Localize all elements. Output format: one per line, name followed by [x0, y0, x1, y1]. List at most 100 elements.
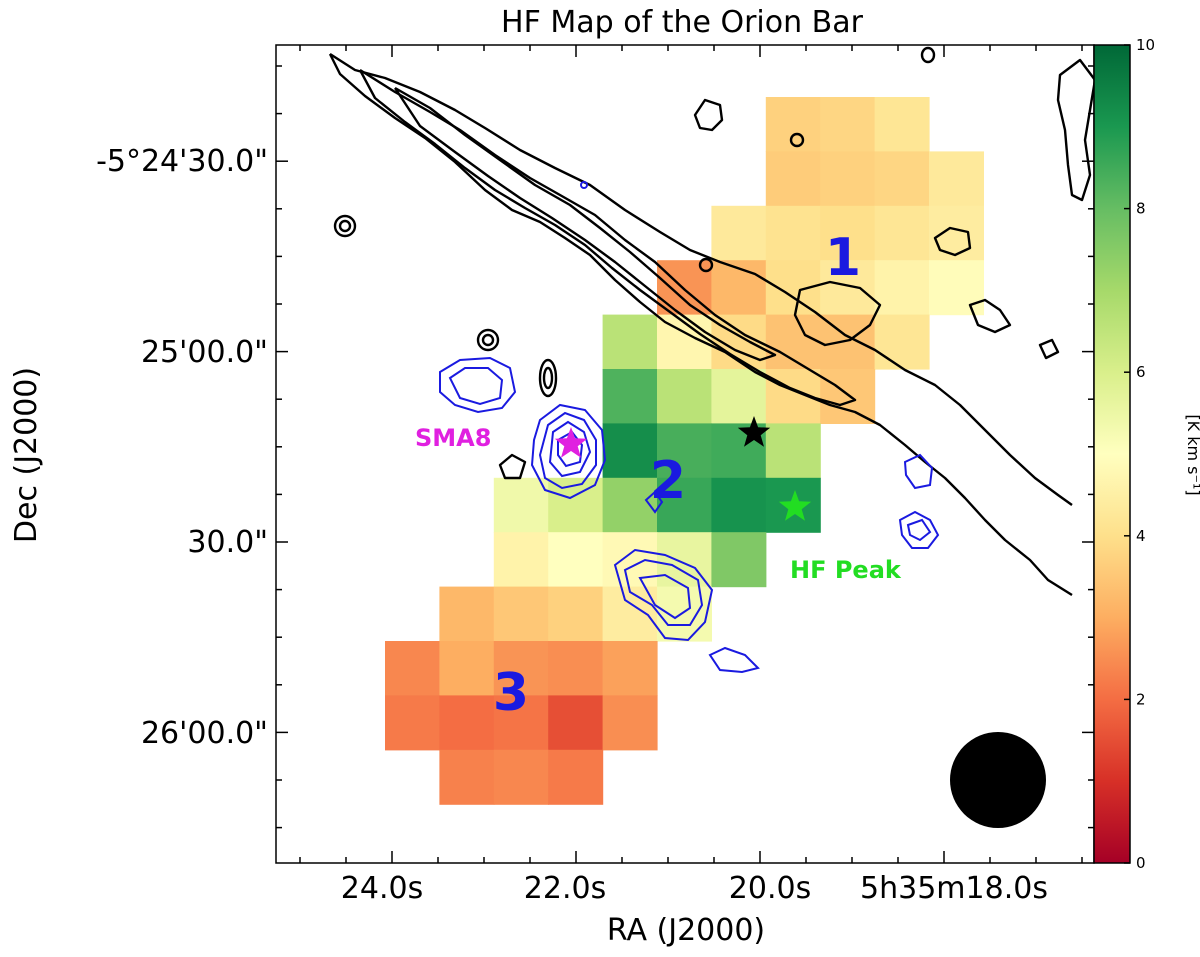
heatmap-cell: [439, 749, 495, 805]
black-contours: [328, 46, 1097, 597]
heatmap-cell: [657, 369, 712, 424]
heatmap-cell: [820, 97, 876, 152]
contour-bar-inner-1: [358, 68, 857, 407]
contour-blue-tiny: [580, 181, 664, 514]
contour-east-blob: [933, 226, 972, 257]
heatmap-cell: [439, 641, 495, 696]
x-tick-label: 22.0s: [524, 871, 606, 906]
heatmap-cell: [929, 260, 984, 316]
heatmap-cell: [820, 151, 876, 207]
colorbar-tick-label: 6: [1136, 363, 1146, 381]
chart-title: HF Map of the Orion Bar: [501, 5, 864, 40]
heatmap-cell: [602, 695, 658, 751]
contour-blue-west: [439, 356, 517, 414]
heatmap-cell: [548, 749, 604, 805]
contour-blue-east: [903, 453, 934, 490]
contour-blob-west: [498, 453, 527, 480]
colorbar: [1093, 44, 1131, 864]
heatmap-cell: [493, 695, 549, 751]
heatmap-cells: [385, 97, 984, 805]
heatmap-cell: [874, 205, 930, 261]
heatmap-cell: [602, 314, 658, 370]
heatmap-cell: [874, 151, 930, 207]
heatmap-cell: [874, 314, 930, 370]
heatmap-cell: [548, 532, 604, 588]
y-tick-label: 26'00.0": [141, 716, 268, 751]
heatmap-cell: [765, 423, 821, 479]
star-marker: [778, 490, 812, 521]
heatmap-cell: [929, 151, 984, 207]
y-tick-label: -5°24'30.0": [96, 144, 268, 179]
contour-blue-small-s: [708, 646, 760, 674]
contour-ne-small: [920, 46, 936, 64]
colorbar-tick-label: 4: [1136, 527, 1146, 545]
colorbar-label: [K km s⁻¹]: [1184, 414, 1200, 495]
heatmap-cell: [711, 477, 767, 533]
heatmap-cell: [820, 260, 876, 316]
heatmap-cell: [765, 97, 821, 152]
y-axis-label: Dec (J2000): [9, 367, 44, 543]
heatmap-cell: [493, 641, 549, 696]
contour-ring-mid: [476, 328, 500, 352]
contour-bar-inner-2: [393, 86, 777, 362]
colorbar-ticks: 0 2 4 6 8 10: [1124, 36, 1155, 872]
blue-contours: [439, 181, 940, 674]
colorbar-tick-label: 10: [1136, 36, 1155, 54]
heatmap-cell: [548, 641, 604, 696]
region-label-3: 3: [493, 663, 529, 723]
heatmap-cell: [602, 423, 658, 479]
contour-east-loop: [968, 298, 1012, 334]
heatmap-cell: [493, 532, 549, 588]
x-tick-label: 5h35m18.0s: [860, 871, 1048, 906]
region-label-2: 2: [650, 451, 686, 511]
contour-blue-east2: [898, 510, 940, 549]
heatmap-cell: [820, 205, 876, 261]
heatmap-cell: [874, 97, 930, 152]
heatmap-cell: [385, 695, 440, 751]
x-tick-labels: 24.0s 22.0s 20.0s 5h35m18.0s: [341, 871, 1048, 906]
contour-blue-sma8: [530, 403, 607, 500]
heatmap-cell: [711, 205, 767, 261]
heatmap-cell: [657, 586, 712, 642]
heatmap-cell: [602, 369, 658, 424]
contour-bar-outer-1: [329, 52, 1073, 506]
contour-oval-mid: [538, 358, 558, 398]
heatmap-cell: [493, 586, 549, 642]
colorbar-tick-label: 8: [1136, 200, 1146, 218]
heatmap-cell: [711, 369, 767, 424]
beam-ellipse: [950, 732, 1046, 828]
heatmap-cell: [765, 205, 821, 261]
star-marker: [554, 427, 588, 458]
sma8-label: SMA8: [415, 424, 491, 452]
heatmap-cell: [874, 260, 930, 316]
heatmap-cell: [657, 477, 712, 533]
contour-ring-bar: [698, 132, 805, 273]
colorbar-tick-label: 2: [1136, 690, 1146, 708]
contour-north-blob: [693, 98, 724, 132]
heatmap-cell: [602, 477, 658, 533]
contour-east-small: [1038, 338, 1060, 360]
heatmap-cell: [493, 477, 549, 533]
contour-ne-arc: [1056, 58, 1097, 202]
markers: [554, 416, 812, 521]
heatmap-cell: [820, 369, 876, 424]
heatmap-cell: [765, 151, 821, 207]
y-tick-labels: -5°24'30.0" 25'00.0" 30.0" 26'00.0": [96, 144, 268, 751]
contour-ridge-east: [793, 280, 882, 347]
heatmap-cell: [493, 749, 549, 805]
heatmap-cell: [439, 586, 495, 642]
heatmap-cell: [602, 641, 658, 696]
heatmap-cell: [711, 532, 767, 588]
x-axis-label: RA (J2000): [607, 913, 765, 948]
region-label-1: 1: [825, 228, 861, 288]
x-tick-label: 20.0s: [729, 871, 811, 906]
axis-ticks: [276, 45, 1094, 863]
heatmap-cell: [385, 641, 440, 696]
heatmap-cell: [657, 423, 712, 479]
contour-blue-south: [613, 548, 714, 642]
hf-peak-label: HF Peak: [790, 556, 902, 584]
heatmap-cell: [602, 532, 658, 588]
y-tick-label: 25'00.0": [141, 335, 268, 370]
heatmap-cell: [439, 695, 495, 751]
